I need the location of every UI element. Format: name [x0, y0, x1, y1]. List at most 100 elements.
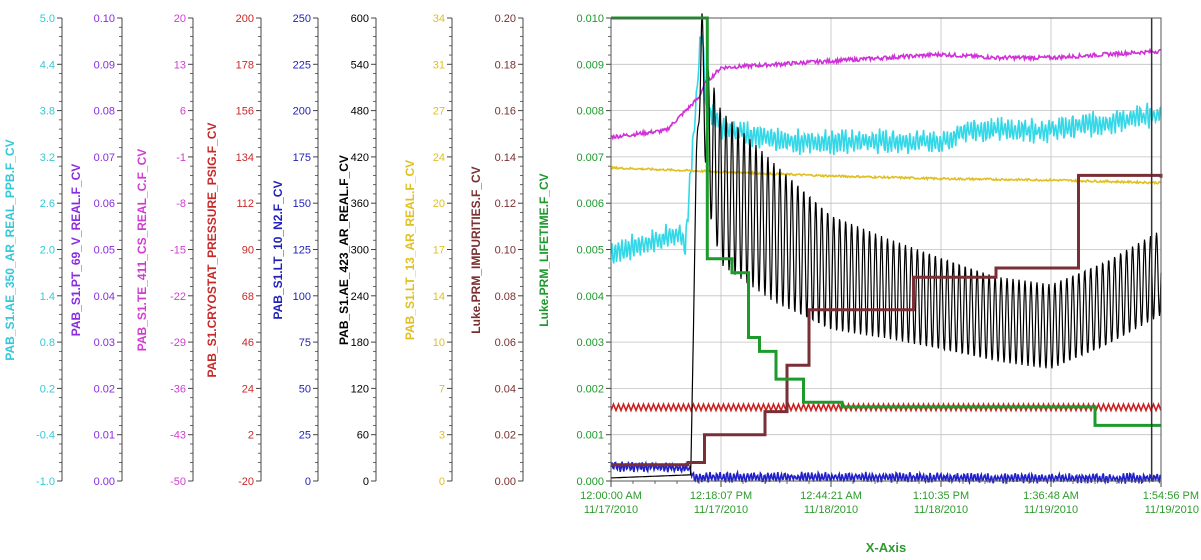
y-tick-label: 225 [293, 59, 311, 71]
y-tick-label: 0.16 [495, 106, 516, 118]
y-tick-label: 120 [351, 383, 369, 395]
y-tick-label: 24 [242, 383, 254, 395]
y-tick-label: 0.003 [576, 337, 604, 349]
y-tick-label: 0.14 [495, 152, 516, 164]
series-line [610, 165, 1162, 186]
y-tick-label: 0.002 [576, 383, 604, 395]
series-lines [610, 13, 1163, 486]
y-tick-label: 0 [305, 476, 311, 488]
y-axis-9: 0.010 0.009 0.008 0.007 0.006 0.005 0.004 0.003… [537, 13, 611, 488]
y-tick-label: 200 [236, 13, 254, 25]
y-tick-label: -50 [170, 476, 186, 488]
y-tick-label: 0 [439, 476, 445, 488]
y-tick-label: 0.000 [576, 476, 604, 488]
x-tick-label: 11/19/2010 [1145, 504, 1199, 516]
y-tick-label: 5.0 [40, 13, 55, 25]
y-tick-label: 0.18 [495, 59, 516, 71]
y-tick-label: 360 [351, 198, 369, 210]
x-tick-label: 1:10:35 PM [913, 490, 969, 502]
y-tick-label: 178 [236, 59, 254, 71]
y-tick-label: 2.0 [40, 245, 55, 257]
y-tick-label: 50 [299, 383, 311, 395]
y-tick-label: 0.10 [495, 245, 516, 257]
y-axis-title: PAB_S1.TE_411_CS_REAL_C.F_CV [135, 149, 149, 352]
y-tick-label: 20 [174, 13, 186, 25]
y-tick-label: 68 [242, 291, 254, 303]
grid-lines [611, 18, 1161, 481]
y-tick-label: 100 [293, 291, 311, 303]
y-tick-label: 125 [293, 245, 311, 257]
y-tick-label: 0.005 [576, 245, 604, 257]
y-tick-label: -1.0 [36, 476, 55, 488]
y-tick-label: -0.4 [36, 430, 55, 442]
y-tick-label: 0.04 [495, 383, 516, 395]
y-tick-label: 4.4 [40, 59, 55, 71]
x-tick-label: 12:18:07 PM [690, 490, 752, 502]
y-tick-label: 600 [351, 13, 369, 25]
y-tick-label: -15 [170, 245, 186, 257]
y-tick-label: 0.03 [94, 337, 115, 349]
y-tick-label: 2.6 [40, 198, 55, 210]
y-tick-label: 0.12 [495, 198, 516, 210]
y-tick-label: -29 [170, 337, 186, 349]
x-tick-label: 11/18/2010 [804, 504, 858, 516]
y-tick-label: 0.001 [576, 430, 604, 442]
y-tick-label: -43 [170, 430, 186, 442]
y-tick-label: 0 [363, 476, 369, 488]
y-tick-label: 150 [293, 198, 311, 210]
y-tick-label: 0.10 [94, 13, 115, 25]
y-tick-label: -36 [170, 383, 186, 395]
series-line [610, 460, 1162, 486]
x-tick-label: 11/17/2010 [584, 504, 638, 516]
y-axis-3: 20 13 6 -1 -8 -15 -22 -29 -36 -43 -50 PAB_S1.TE_411… [135, 13, 194, 488]
y-tick-label: 17 [433, 245, 445, 257]
y-tick-label: 13 [174, 59, 186, 71]
y-tick-label: 0.009 [576, 59, 604, 71]
y-axis-5: 2502252001751501251007550250PAB_S1.LT_10… [271, 13, 319, 488]
y-axis-1: 5.0 4.4 3.8 3.2 2.6 2.0 1.4 0.8 0.2 -0.4 -1.0 PAB_S… [3, 13, 63, 488]
y-axis-title: PAB_S1.AE_423_AR_REAL.F_CV [337, 155, 351, 345]
y-axis-title: PAB_S1.CRYOSTAT_PRESSURE_PSIG.F_CV [205, 123, 219, 378]
y-tick-label: 31 [433, 59, 445, 71]
y-axis-4: 200 178 156 134 112 90 68 46 24 2 -20 PAB_S1.CRYOST… [205, 13, 262, 488]
x-tick-label: 1:54:56 PM [1143, 490, 1199, 502]
y-axis-7: 34 31 27 24 20 17 14 10 7 3 0 PAB_S1.LT_13_AR_REAL.… [403, 13, 453, 488]
y-tick-label: 0.007 [576, 152, 604, 164]
plot-area[interactable] [610, 13, 1163, 486]
x-tick-label: 11/17/2010 [694, 504, 748, 516]
y-tick-label: -1 [176, 152, 186, 164]
y-tick-label: 480 [351, 106, 369, 118]
x-axis: X-Axis 12:00:00 AM 11/17/2010 12:18:07 PM 1… [580, 481, 1199, 555]
y-tick-label: 300 [351, 245, 369, 257]
y-tick-label: 3.2 [40, 152, 55, 164]
y-tick-label: 10 [433, 337, 445, 349]
x-tick-label: 11/18/2010 [914, 504, 968, 516]
y-tick-label: 0.010 [576, 13, 604, 25]
y-axis-title: PAB_S1.PT_69_V_REAL.F_CV [69, 164, 83, 337]
y-tick-label: 0.00 [495, 476, 516, 488]
y-tick-label: 420 [351, 152, 369, 164]
y-axis-title: PAB_S1.AE_350_AR_REAL_PPB.F_CV [3, 139, 17, 360]
y-tick-label: 6 [180, 106, 186, 118]
series-line [611, 13, 1162, 479]
y-tick-label: 7 [439, 383, 445, 395]
x-tick-label: 1:36:48 AM [1023, 490, 1079, 502]
y-tick-label: 156 [236, 106, 254, 118]
y-tick-label: 0.04 [94, 291, 115, 303]
y-tick-label: 0.004 [576, 291, 604, 303]
y-tick-label: 1.4 [40, 291, 55, 303]
y-tick-label: 3.8 [40, 106, 55, 118]
y-axis-title: Luke.PRM_IMPURITIES.F_CV [469, 166, 483, 333]
y-tick-label: 0.20 [495, 13, 516, 25]
y-tick-label: -8 [176, 198, 186, 210]
y-tick-label: -20 [238, 476, 254, 488]
y-tick-label: 75 [299, 337, 311, 349]
y-tick-label: 24 [433, 152, 445, 164]
plot-border [610, 17, 1162, 482]
y-tick-label: -22 [170, 291, 186, 303]
x-tick-label: 12:00:00 AM [580, 490, 642, 502]
y-tick-label: 134 [236, 152, 254, 164]
y-tick-label: 0.2 [40, 383, 55, 395]
y-tick-label: 0.008 [576, 106, 604, 118]
